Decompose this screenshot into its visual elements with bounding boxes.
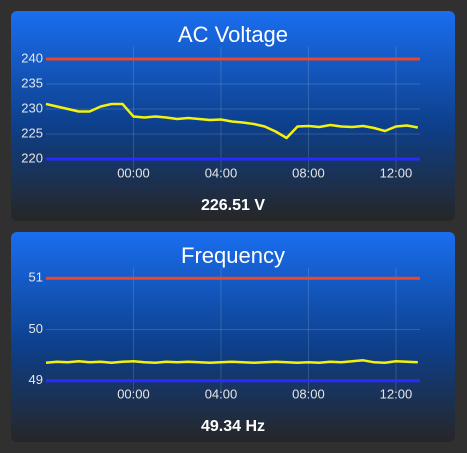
data-line: [45, 359, 418, 365]
y-tick-label: 51: [29, 270, 43, 285]
y-tick-label: 49: [29, 372, 43, 387]
x-tick-label: 12:00: [380, 165, 413, 180]
card: [11, 11, 455, 221]
y-tick-label: 235: [21, 75, 43, 90]
y-tick-label: 230: [21, 100, 43, 115]
card-title: Frequency: [181, 243, 285, 268]
card: [11, 232, 455, 442]
x-tick-label: 04:00: [205, 165, 238, 180]
y-tick-label: 240: [21, 50, 43, 65]
x-tick-label: 08:00: [292, 386, 325, 401]
x-tick-label: 08:00: [292, 165, 325, 180]
x-tick-label: 00:00: [117, 386, 150, 401]
x-tick-label: 00:00: [117, 165, 150, 180]
y-tick-label: 50: [29, 321, 43, 336]
card-title: AC Voltage: [178, 22, 288, 47]
current-reading: 49.34 Hz: [201, 418, 265, 435]
data-line: [45, 102, 419, 140]
x-tick-label: 04:00: [205, 386, 238, 401]
y-tick-label: 220: [21, 150, 43, 165]
x-tick-label: 12:00: [380, 386, 413, 401]
current-reading: 226.51 V: [201, 197, 265, 214]
y-tick-label: 225: [21, 125, 43, 140]
